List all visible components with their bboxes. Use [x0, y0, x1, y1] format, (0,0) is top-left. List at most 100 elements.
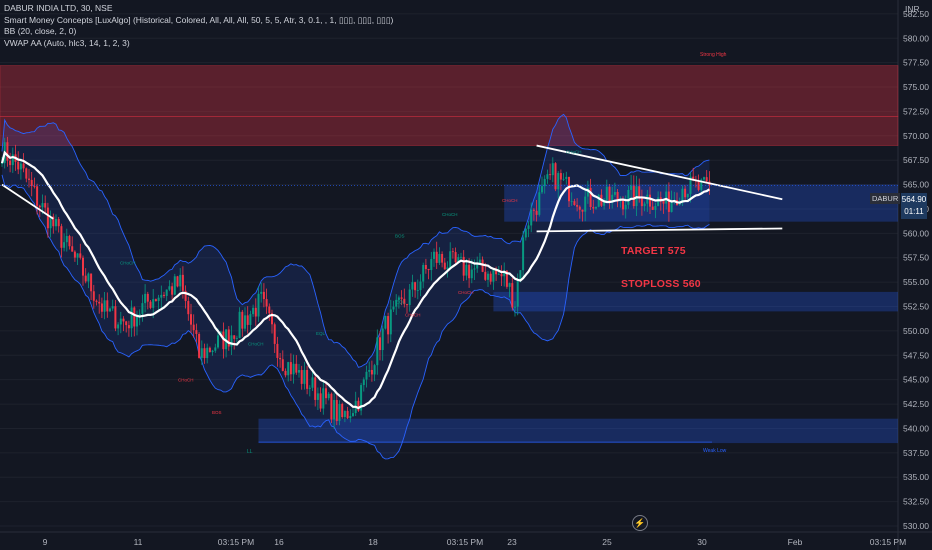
candle-body: [608, 186, 611, 202]
trendline: [536, 144, 783, 201]
candle-body: [325, 388, 327, 399]
candle-body: [65, 236, 68, 243]
candle-body: [616, 192, 619, 202]
candle-body: [28, 178, 30, 180]
candle-body: [76, 253, 79, 258]
candle-body: [287, 362, 290, 376]
candle-body: [200, 348, 203, 358]
candle-body: [627, 189, 630, 205]
candle-body: [643, 203, 646, 207]
candle-body: [689, 176, 692, 194]
candle-body: [308, 387, 311, 389]
lightning-icon[interactable]: ⚡: [632, 515, 648, 531]
candle-body: [360, 385, 363, 411]
supply-zone: [0, 65, 899, 117]
candle-body: [284, 370, 287, 376]
candle-body: [705, 177, 708, 182]
price-tick-label: 570.00: [903, 131, 929, 141]
candle-body: [397, 297, 400, 300]
candle-body: [667, 191, 670, 212]
candle-body: [281, 359, 284, 371]
candle-body: [252, 307, 255, 315]
time-tick-label: 11: [134, 537, 143, 547]
candle-body: [573, 201, 576, 205]
candle-body: [595, 206, 597, 209]
structure-label: CHoCH: [178, 378, 194, 383]
indicator-vwap[interactable]: VWAP AA (Auto, hlc3, 14, 1, 2, 3): [4, 37, 130, 48]
time-tick-label: 16: [274, 537, 284, 547]
candle-body: [338, 403, 341, 421]
structure-label: CHoCH: [442, 212, 458, 217]
candle-body: [289, 362, 292, 375]
price-tick-label: 542.50: [903, 399, 929, 409]
candle-body: [133, 307, 136, 327]
bar-countdown: 01:11: [904, 207, 924, 216]
candle-body: [519, 270, 522, 282]
symbol-title[interactable]: DABUR INDIA LTD, 30, NSE: [4, 3, 113, 13]
candle-body: [514, 306, 516, 308]
candle-body: [190, 314, 192, 325]
time-tick-label: 30: [697, 537, 707, 547]
candle-body: [630, 185, 633, 190]
candle-body: [33, 186, 36, 187]
candle-body: [184, 290, 187, 302]
candle-body: [52, 216, 55, 227]
structure-label: CHoCH: [120, 261, 136, 266]
candle-body: [559, 173, 562, 180]
indicator-bb[interactable]: BB (20, close, 2, 0): [4, 26, 77, 36]
candle-body: [292, 363, 295, 375]
structure-label: CHoCH: [405, 312, 421, 317]
candle-body: [457, 257, 460, 263]
candle-body: [659, 197, 662, 201]
candle-body: [211, 350, 214, 352]
candle-body: [319, 393, 322, 409]
structure-label: CHoCH: [566, 149, 582, 154]
structure-label: BOS: [212, 410, 222, 415]
candle-body: [276, 343, 279, 358]
candle-body: [352, 413, 354, 416]
candle-body: [384, 316, 387, 329]
candle-body: [416, 290, 419, 291]
candle-body: [181, 274, 184, 291]
candle-body: [700, 179, 703, 190]
candle-body: [538, 192, 541, 215]
candle-body: [152, 299, 155, 308]
candle-body: [343, 410, 346, 418]
demand-zone: [493, 291, 898, 312]
time-tick-label: 25: [602, 537, 612, 547]
candle-body: [697, 181, 700, 190]
candle-body: [144, 293, 147, 304]
candle-body: [662, 200, 665, 204]
candle-body: [6, 142, 9, 161]
candle-body: [187, 301, 190, 315]
candle-body: [603, 200, 606, 206]
candle-body: [657, 197, 660, 206]
structure-label: CHoCH: [502, 198, 518, 203]
candle-body: [379, 337, 381, 351]
price-tick-label: 530.00: [903, 521, 929, 531]
candle-body: [157, 297, 160, 301]
candle-body: [271, 313, 273, 325]
price-tick-label: 557.50: [903, 253, 929, 263]
candle-body: [306, 369, 309, 389]
candle-body: [109, 308, 111, 312]
candle-body: [424, 265, 427, 270]
candle-body: [279, 357, 282, 360]
candle-body: [87, 273, 90, 282]
price-tick-label: 532.50: [903, 497, 929, 507]
candle-body: [82, 257, 84, 276]
candle-body: [511, 283, 514, 308]
candle-body: [198, 333, 201, 358]
candle-body: [63, 242, 66, 248]
candle-body: [497, 274, 500, 275]
candle-body: [389, 309, 392, 335]
candle-body: [508, 283, 511, 287]
indicator-smc[interactable]: Smart Money Concepts [LuxAlgo] (Historic…: [4, 14, 394, 25]
candle-body: [68, 236, 71, 247]
candle-body: [368, 369, 371, 372]
candle-body: [73, 251, 76, 258]
candle-body: [635, 186, 638, 207]
candle-body: [327, 393, 330, 399]
